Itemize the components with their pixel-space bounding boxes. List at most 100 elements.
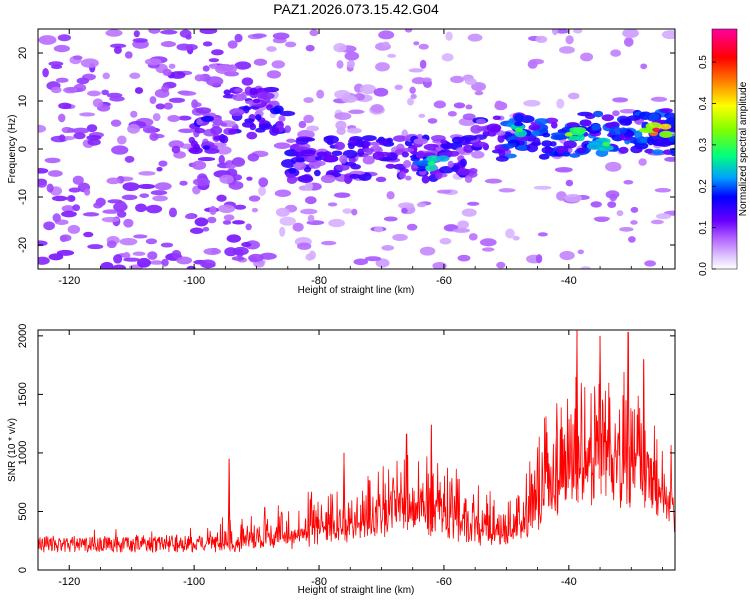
spectrogram-cell [453,228,471,233]
spectrogram-cell [168,140,185,149]
spectrogram-cell [105,29,123,37]
spectrogram-cell [542,132,551,138]
spectrogram-cell [48,253,64,261]
spectrogram-cell [178,128,196,134]
spectrogram-cell [110,119,122,127]
spectrogram-cell [419,246,436,256]
spectrogram-cell [463,144,474,153]
spectrogram-cell [218,204,236,214]
spectrogram-cell [297,174,314,183]
spectrogram-cell [50,86,62,94]
spectrogram-cell [569,153,581,158]
spectrogram-panel: -120 -100 -80 -60 -40 20 10 0 -10 -20 Height of s… [7,28,676,296]
spectrogram-cell [306,125,319,132]
spectrogram-cell [195,107,212,114]
spectrogram-cell [121,194,138,201]
snr-xtick-label: -80 [311,576,327,588]
spectrogram-cell [580,52,594,62]
spectrogram-cell [116,135,127,145]
spectrogram-cell [514,127,523,132]
spectrogram-cell [258,123,273,130]
spectrogram-cell [619,108,637,114]
spectrogram-cell [303,114,314,124]
spectrogram-cell [602,142,611,147]
spectrogram-cell [168,97,186,103]
spectrogram-cell [481,247,495,252]
spectrogram-cell [149,96,157,105]
spectrogram-cell [168,63,176,69]
spectrogram-cell [199,259,216,269]
spectrogram-cell [160,41,177,48]
spectrogram-cell [461,134,478,141]
spectrogram-cell [210,126,223,135]
spectrogram-cell [107,199,123,204]
spectrogram-cell [194,217,209,227]
spectrogram-cell [516,145,529,150]
spectrogram-cell [86,124,98,133]
spectrogram-cell [394,84,403,90]
spectrogram-cell [234,88,244,93]
spectrogram-cell [349,170,366,175]
spectrogram-cell [512,235,520,241]
spectrogram-cell [416,202,427,208]
spectrogram-cell [584,120,591,126]
spectrogram-cell [176,256,193,265]
spectrogram-cell [357,148,365,157]
spectrogram-cell [438,166,454,174]
spectrogram-cell [336,60,344,69]
spectrogram-cell [573,29,583,34]
spectrogram-cell [218,133,226,143]
spectrogram-cell [377,151,391,157]
spectrogram-cell [93,202,103,209]
spectrogram-xtick-label: -80 [311,275,327,287]
spectrogram-ytick-label: 20 [17,47,29,59]
spectrogram-cell [436,155,450,162]
spectrogram-cell [149,132,159,142]
spectrogram-cell [447,160,454,168]
spectrogram-cell [334,112,352,120]
spectrogram-cell [535,35,548,44]
spectrogram-cell [148,29,161,34]
spectrogram-cell [533,185,552,190]
spectrogram-cell [253,58,268,66]
spectrogram-cell [408,68,424,73]
snr-ytick-label: 2000 [17,324,29,348]
spectrogram-cell [38,167,49,174]
spectrogram-cell [591,123,601,131]
spectrogram-cell [623,179,634,185]
snr-xtick-label: -120 [58,576,80,588]
spectrogram-cell [590,201,602,208]
spectrogram-cell [207,216,217,224]
spectrogram-blobs [38,29,675,269]
spectrogram-cell [215,64,231,75]
spectrogram-cell [38,180,48,188]
spectrogram-cell [564,132,573,137]
spectrogram-cell [419,59,427,69]
spectrogram-cell [619,118,633,126]
spectrogram-cell [202,65,210,72]
spectrogram-cell [219,174,234,184]
spectrogram-cell [281,159,296,168]
spectrogram-cell [155,103,166,110]
spectrogram-cell [227,64,238,74]
spectrogram-cell [342,208,353,214]
spectrogram-cell [378,30,395,40]
spectrogram-cell [168,207,178,218]
spectrogram-cell [245,223,252,231]
spectrogram-cell [209,205,217,215]
spectrogram-cell [403,160,412,168]
spectrogram-cell [378,139,390,146]
spectrogram-cell [471,81,487,92]
spectrogram-cell [305,253,314,261]
spectrogram-cell [659,108,673,114]
spectrogram-ytick-label: 10 [17,95,29,107]
spectrogram-cell [406,223,418,231]
spectrogram-cell [351,208,358,216]
spectrogram-cell [375,176,387,183]
spectrogram-ticks: -120 -100 -80 -60 -40 20 10 0 -10 -20 [17,29,675,287]
spectrogram-cell [160,29,178,35]
spectrogram-cell [202,145,211,151]
spectrogram-cell [450,75,465,84]
spectrogram-cell [154,182,172,191]
spectrogram-cell [334,141,346,151]
